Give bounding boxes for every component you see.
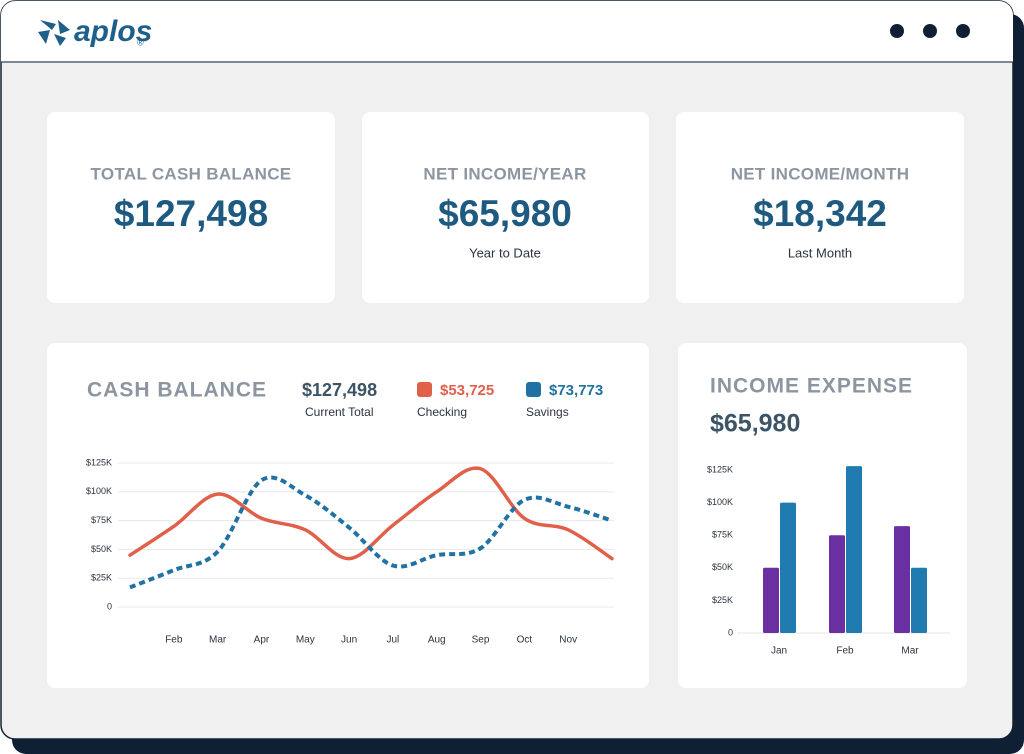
legend-swatch xyxy=(526,382,541,397)
card-caption: Year to Date xyxy=(469,245,541,260)
x-tick-label: Nov xyxy=(559,635,577,646)
window-dot[interactable] xyxy=(956,24,970,38)
bar xyxy=(780,502,796,633)
y-tick-label: 0 xyxy=(728,627,733,637)
x-tick-label: Aug xyxy=(428,635,446,646)
line-chart-panel xyxy=(47,343,649,688)
series-line xyxy=(128,466,614,561)
x-tick-label: May xyxy=(296,635,315,646)
card-value: $18,342 xyxy=(753,193,887,234)
x-tick-label: Mar xyxy=(209,635,227,646)
x-tick-label: Jul xyxy=(387,635,400,646)
legend-total: $53,725 xyxy=(440,382,494,399)
y-tick-label: $100K xyxy=(86,486,112,496)
x-tick-label: Mar xyxy=(901,646,919,657)
card-caption: Last Month xyxy=(788,245,852,260)
bar xyxy=(763,567,779,633)
y-tick-label: $125K xyxy=(86,457,112,467)
x-tick-label: Oct xyxy=(517,635,533,646)
x-tick-label: Sep xyxy=(472,635,490,646)
card xyxy=(676,112,964,303)
chart-title: INCOME EXPENSE xyxy=(710,375,913,398)
summary-label: Current Total xyxy=(305,405,373,419)
y-tick-label: $50K xyxy=(91,544,112,554)
x-tick-label: Apr xyxy=(254,635,270,646)
card-value: $65,980 xyxy=(438,193,572,234)
y-tick-label: $50K xyxy=(712,562,733,572)
y-tick-label: $25K xyxy=(712,595,733,605)
summary-value: $127,498 xyxy=(302,380,377,400)
card-title: NET INCOME/YEAR xyxy=(423,164,586,183)
y-tick-label: $125K xyxy=(707,464,733,474)
chart-title: CASH BALANCE xyxy=(87,379,267,402)
x-tick-label: Feb xyxy=(836,646,854,657)
card-title: TOTAL CASH BALANCE xyxy=(91,164,292,183)
x-tick-label: Jan xyxy=(771,646,787,657)
y-tick-label: $100K xyxy=(707,497,733,507)
logo-mark: ® xyxy=(137,37,144,47)
card-value: $127,498 xyxy=(114,193,268,234)
card xyxy=(47,112,335,303)
logo-text: aplos xyxy=(74,15,152,48)
bar xyxy=(911,567,927,633)
bar xyxy=(894,526,910,633)
title-bar xyxy=(1,1,1013,62)
x-tick-label: Feb xyxy=(165,635,183,646)
card xyxy=(362,112,649,303)
legend-name: Savings xyxy=(526,405,569,419)
bar xyxy=(846,466,862,633)
legend-name: Checking xyxy=(417,405,467,419)
legend-total: $73,773 xyxy=(549,382,603,399)
y-tick-label: $75K xyxy=(712,530,733,540)
y-tick-label: 0 xyxy=(107,601,112,611)
chart-subtitle: $65,980 xyxy=(710,410,800,438)
card-title: NET INCOME/MONTH xyxy=(731,164,910,183)
window-dot[interactable] xyxy=(923,24,937,38)
series-line xyxy=(129,475,613,590)
legend-swatch xyxy=(417,382,432,397)
bar xyxy=(829,535,845,633)
logo-icon xyxy=(38,20,70,46)
window-dot[interactable] xyxy=(890,24,904,38)
x-tick-label: Jun xyxy=(341,635,357,646)
y-tick-label: $75K xyxy=(91,515,112,525)
y-tick-label: $25K xyxy=(91,573,112,583)
